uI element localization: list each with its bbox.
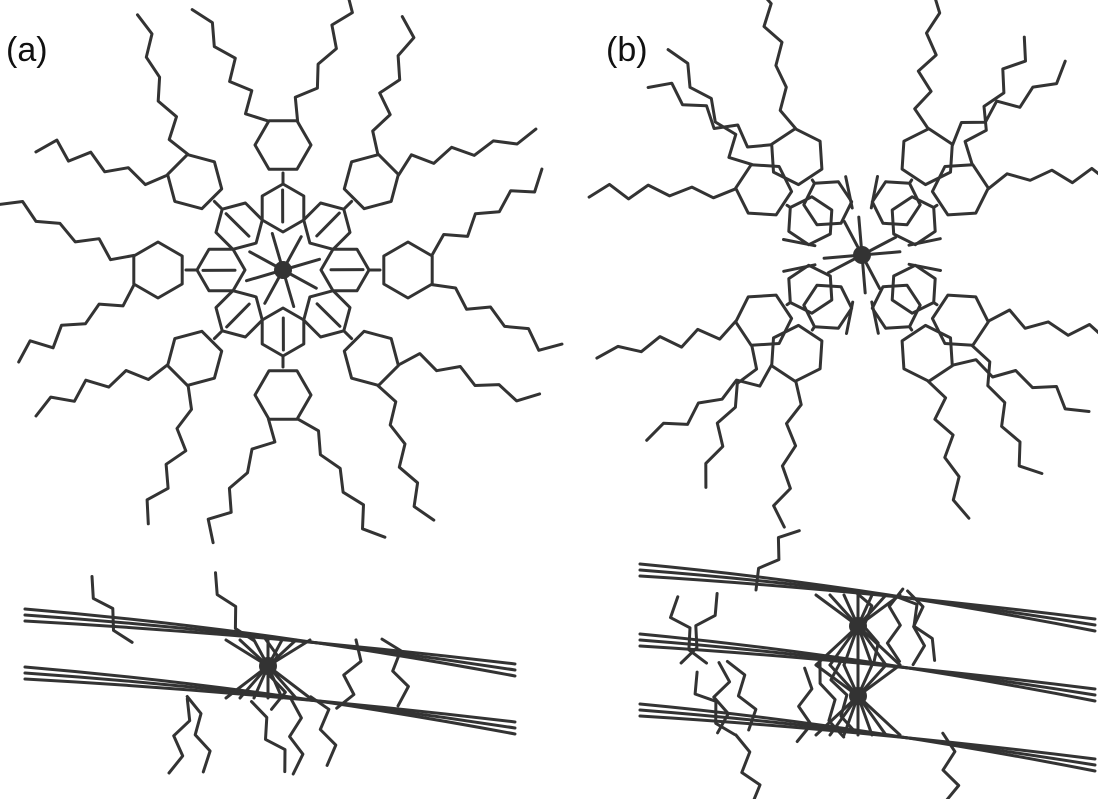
alkyl-chain	[169, 699, 190, 773]
metal-atom	[849, 687, 867, 705]
ring	[892, 265, 935, 313]
alkyl-chain	[378, 386, 434, 520]
ring	[872, 182, 920, 225]
alkyl-chain	[192, 10, 268, 122]
ring	[804, 285, 852, 328]
ring-layer	[25, 679, 515, 722]
ring	[736, 165, 792, 215]
alkyl-chain	[0, 202, 134, 260]
ring	[789, 197, 832, 245]
ring	[255, 121, 311, 169]
alkyl-chain	[953, 61, 1066, 145]
bond-line	[910, 327, 912, 330]
alkyl-chain	[295, 0, 352, 121]
alkyl-chain	[399, 129, 536, 175]
ring	[772, 325, 822, 381]
alkyl-chain	[92, 577, 132, 643]
bond-line	[787, 303, 790, 305]
ring	[736, 295, 792, 345]
alkyl-chain	[373, 17, 414, 155]
metal-atom	[274, 261, 292, 279]
alkyl-chain	[755, 0, 796, 129]
ring	[804, 182, 852, 225]
bond-line	[227, 304, 250, 327]
ring	[255, 371, 311, 419]
ring	[892, 197, 935, 245]
bond-line	[344, 331, 352, 339]
alkyl-chain	[36, 365, 167, 416]
bond-line	[812, 180, 814, 183]
bond-line	[812, 327, 814, 330]
metal-atom	[259, 657, 277, 675]
bond-line	[344, 201, 352, 209]
alkyl-chain	[147, 386, 191, 524]
bond-line	[934, 303, 937, 305]
alkyl-chain	[953, 360, 1089, 412]
alkyl-chain	[706, 346, 757, 488]
molecule-drawings	[0, 0, 1098, 799]
bond-line	[317, 213, 340, 236]
alkyl-chain	[36, 140, 168, 185]
bond-line	[934, 205, 937, 207]
alkyl-chain	[252, 702, 286, 772]
alkyl-chain	[187, 697, 210, 772]
alkyl-chain	[988, 310, 1098, 341]
alkyl-chain	[432, 285, 562, 351]
alkyl-chain	[589, 184, 736, 199]
bond-line	[787, 205, 790, 207]
ring-layer	[640, 634, 1095, 701]
ring	[384, 242, 432, 298]
alkyl-chain	[988, 168, 1098, 188]
bond-line	[226, 214, 249, 237]
alkyl-chain	[647, 365, 772, 440]
bond-line	[214, 331, 222, 339]
figure: (a) (b)	[0, 0, 1098, 799]
bond-line	[317, 304, 340, 327]
ring	[772, 129, 822, 185]
alkyl-chain	[19, 285, 134, 362]
alkyl-chain	[668, 50, 752, 165]
panel-label: (b)	[606, 31, 648, 69]
alkyl-chain	[797, 668, 812, 741]
alkyl-chain	[311, 697, 336, 766]
alkyl-chain	[298, 419, 385, 537]
alkyl-chain	[597, 321, 736, 358]
alkyl-chain	[138, 15, 189, 155]
alkyl-chain	[915, 0, 940, 129]
alkyl-chain	[337, 640, 361, 708]
ring-layer	[640, 704, 1095, 771]
ring-layer	[640, 576, 1095, 619]
ring	[789, 265, 832, 313]
page: (a) (b) (() => { const data = JSON.parse…	[0, 0, 1098, 799]
alkyl-chain	[432, 169, 542, 255]
alkyl-chain	[290, 699, 303, 774]
alkyl-chain	[648, 83, 771, 147]
alkyl-chain	[208, 419, 275, 543]
ring	[932, 165, 988, 215]
metal-atom	[853, 246, 871, 264]
alkyl-chain	[671, 597, 707, 663]
ring	[872, 285, 920, 328]
alkyl-chain	[736, 735, 760, 799]
bond-line	[910, 180, 912, 183]
ring	[134, 242, 182, 298]
alkyl-chain	[399, 354, 540, 401]
metal-atom	[849, 617, 867, 635]
ring	[902, 325, 952, 381]
alkyl-chain	[774, 381, 802, 527]
bond-line	[214, 201, 222, 209]
alkyl-chain	[681, 594, 717, 664]
ring	[932, 295, 988, 345]
alkyl-chain	[928, 381, 969, 518]
ring	[902, 129, 952, 185]
panel-label: (a)	[6, 31, 48, 69]
